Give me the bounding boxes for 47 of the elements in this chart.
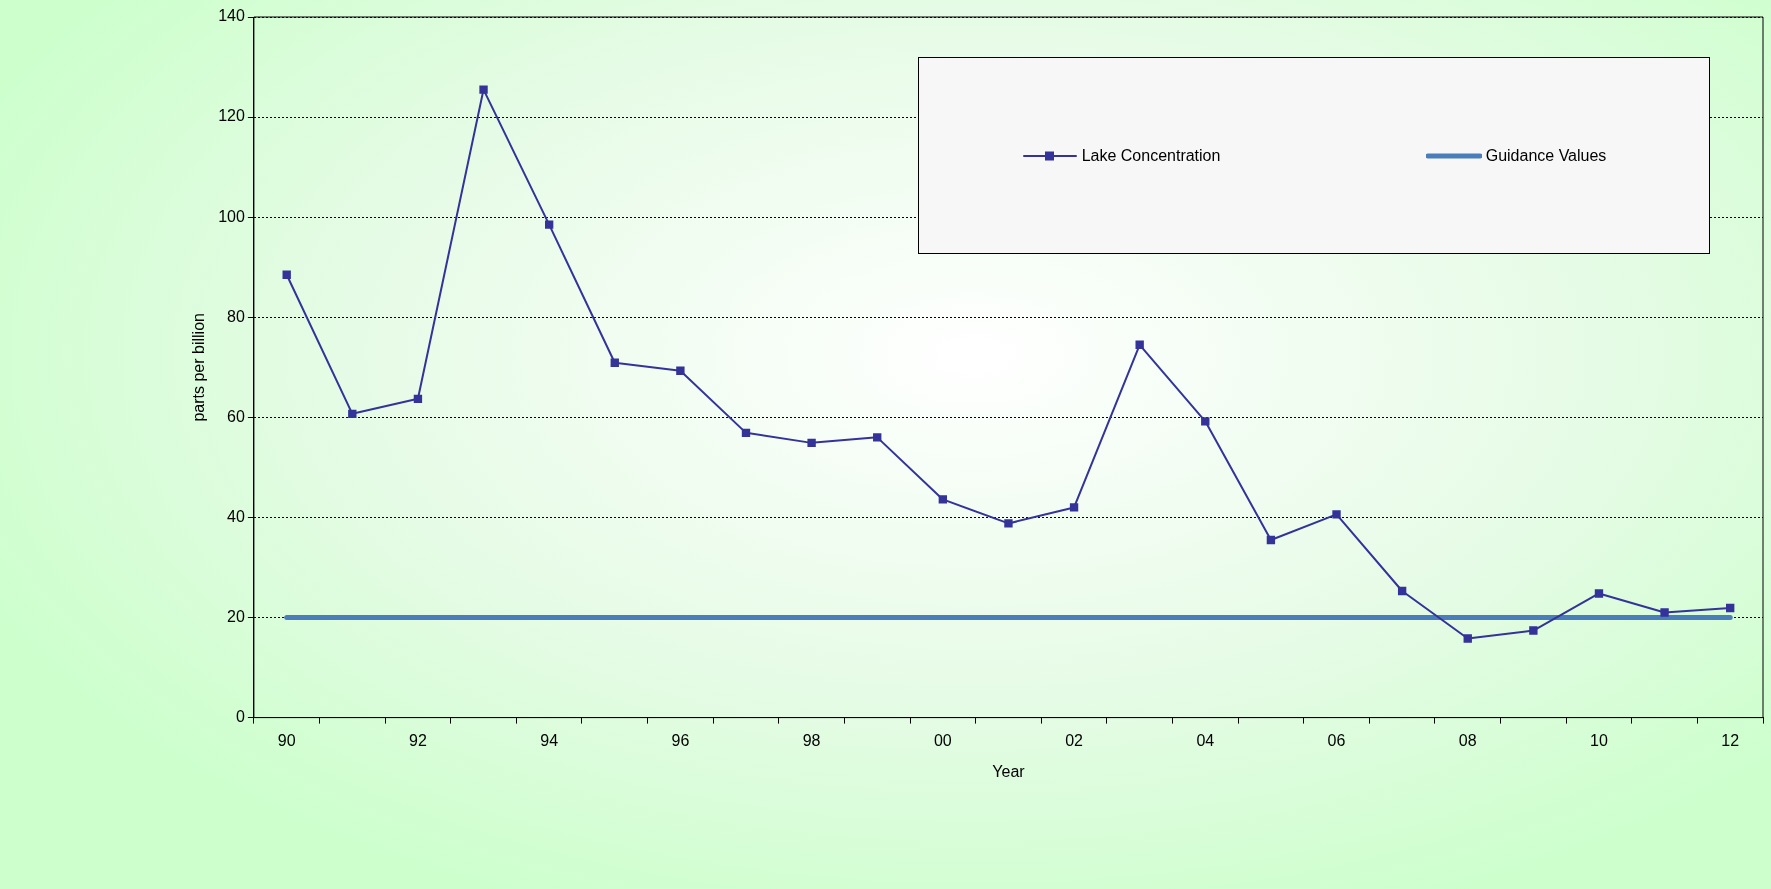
point — [479, 85, 488, 94]
x-tick-label: 96 — [671, 731, 690, 749]
point — [610, 358, 619, 367]
x-axis-title: Year — [992, 762, 1026, 780]
y-tick-label: 80 — [227, 307, 245, 325]
point — [413, 394, 423, 404]
point — [1463, 634, 1472, 643]
point — [348, 409, 357, 419]
x-tick-label: 90 — [277, 731, 296, 749]
legend-label: Guidance Values — [1485, 146, 1607, 165]
y-tick-label: 140 — [218, 7, 245, 25]
x-tick-label: 00 — [933, 731, 952, 749]
point — [1332, 510, 1341, 519]
point — [676, 366, 685, 375]
x-tick-label: 12 — [1721, 731, 1740, 749]
point — [873, 433, 882, 442]
y-tick-label: 40 — [227, 507, 245, 525]
x-tick-label: 10 — [1590, 731, 1608, 749]
y-tick-label: 20 — [227, 607, 245, 625]
point — [1529, 626, 1538, 635]
point — [1135, 340, 1144, 349]
point — [741, 428, 751, 438]
x-tick-label: 08 — [1458, 731, 1477, 749]
point — [1069, 503, 1079, 512]
point — [1266, 535, 1276, 545]
y-axis-title: parts per billion — [190, 313, 208, 422]
y-tick-label: 60 — [227, 407, 245, 425]
point — [938, 495, 948, 504]
point — [1397, 586, 1407, 596]
point — [544, 220, 554, 229]
point — [807, 438, 816, 448]
point — [1004, 519, 1013, 528]
point — [1201, 417, 1210, 426]
x-tick-label: 04 — [1196, 731, 1215, 749]
y-tick-label: 100 — [218, 207, 245, 225]
point — [1660, 608, 1669, 617]
point — [1594, 589, 1604, 598]
x-tick-label: 94 — [540, 731, 559, 749]
x-tick-label: 02 — [1065, 731, 1084, 749]
point — [282, 270, 291, 279]
y-tick-label: 120 — [218, 107, 245, 125]
point — [1726, 603, 1735, 613]
y-tick-label: 0 — [235, 708, 245, 726]
x-tick-label: 92 — [409, 731, 427, 749]
x-tick-label: 06 — [1327, 731, 1346, 749]
x-tick-label: 98 — [802, 731, 821, 749]
legend-label: Lake Concentration — [1081, 146, 1221, 165]
